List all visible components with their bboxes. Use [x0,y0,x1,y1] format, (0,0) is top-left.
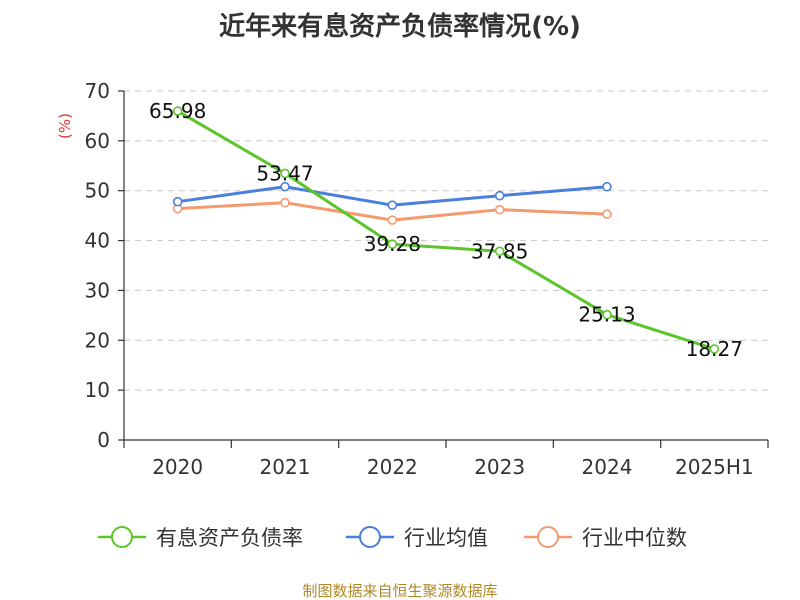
data-point [172,106,183,116]
x-tick-label: 2025H1 [675,455,754,479]
data-point [172,196,183,207]
legend-label: 行业均值 [404,526,488,550]
legend-label: 有息资产负债率 [156,526,303,550]
legend-item: 行业中位数 [524,526,687,550]
data-point [387,215,398,225]
y-tick-label: 20 [85,328,110,352]
data-point [709,344,720,354]
axes: 0 10 20 30 40 50 60 70 2020 2021 2022 2023 2024 2025H… [85,79,769,479]
data-point [602,309,612,320]
chart-title: 近年来有息资产负债率情况(%) [219,11,581,42]
y-tick-label: 10 [85,378,110,402]
data-point [387,239,398,249]
y-tick-label: 0 [97,428,110,452]
y-tick-label: 50 [85,179,110,203]
legend-marker [537,526,559,548]
data-label: 39.28 [364,232,421,256]
x-tick-label: 2023 [474,455,525,479]
data-label: 25.13 [578,303,635,327]
y-tick-label: 30 [85,278,110,302]
x-tick-label: 2024 [582,455,633,479]
data-point [602,181,612,192]
y-tick-label: 60 [85,129,110,153]
gridlines [124,90,768,391]
series-line [176,109,715,351]
data-point [387,200,398,210]
legend-marker [359,526,381,548]
x-tick-label: 2020 [152,455,203,479]
legend-marker [111,526,133,548]
y-tick-label: 40 [85,229,110,253]
data-point [280,168,290,179]
data-label: 37.85 [471,239,528,263]
data-point [494,190,505,201]
data-labels: 65.98 53.47 39.28 37.85 25.13 18.27 [149,99,743,361]
data-point [494,246,505,257]
legend-label: 行业中位数 [582,526,687,550]
data-point [494,204,505,215]
data-label: 65.98 [149,99,206,123]
x-tick-label: 2021 [260,455,311,479]
data-point [280,181,290,192]
data-point [602,209,612,219]
legend-item: 有息资产负债率 [98,526,303,550]
data-point [280,197,290,208]
data-label: 53.47 [256,161,313,185]
y-tick-label: 70 [85,79,110,103]
data-label: 18.27 [686,337,743,361]
source-note: 制图数据来自恒生聚源数据库 [302,582,497,600]
legend: 有息资产负债率 行业均值 行业中位数 [98,526,687,550]
y-axis-label: (%) [56,113,74,139]
legend-item: 行业均值 [346,526,488,550]
series-group [172,106,720,354]
x-tick-label: 2022 [367,455,418,479]
